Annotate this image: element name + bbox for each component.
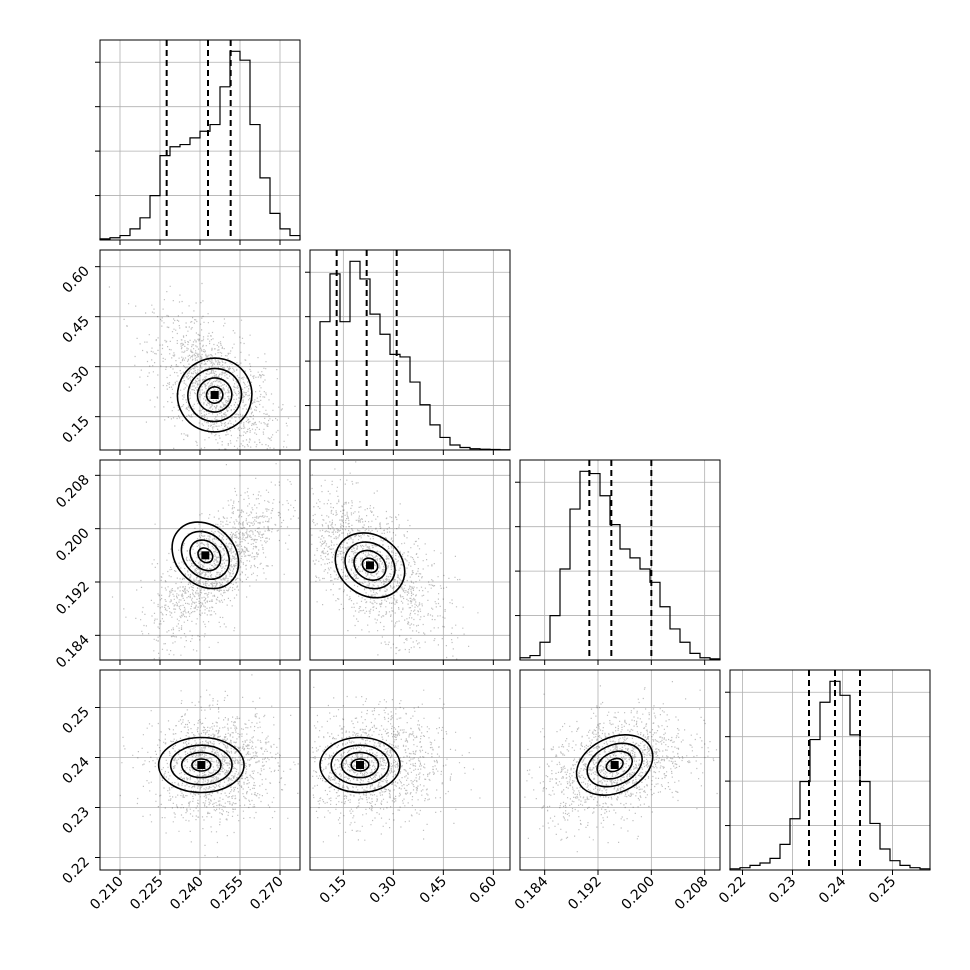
contour-3-1-0 xyxy=(319,736,401,794)
contour-1-0-3 xyxy=(205,386,224,404)
scatter-panel-3-0 xyxy=(99,669,301,871)
density-peak-1-0 xyxy=(210,391,219,399)
ytick-label-1-3: 0.60 xyxy=(59,263,92,296)
ytick-label-3-3: 0.25 xyxy=(59,704,92,737)
contour-2-1-1 xyxy=(344,541,396,590)
scatter-frame-3-2 xyxy=(519,669,721,871)
ytick-label-2-3: 0.208 xyxy=(53,472,93,512)
scatter-points-2-0 xyxy=(111,463,300,660)
hist-panel-2 xyxy=(515,459,721,661)
density-peak-3-0 xyxy=(197,761,206,769)
xtick-label-0-4: 0.270 xyxy=(247,874,287,914)
contour-2-1-2 xyxy=(353,549,387,582)
hist-frame-3 xyxy=(729,669,931,871)
histogram-3 xyxy=(729,680,931,870)
xtick-label-1-2: 0.45 xyxy=(417,874,450,907)
contour-3-0-3 xyxy=(191,758,212,772)
contour-3-2-1 xyxy=(586,742,643,788)
xtick-label-3-0: 0.22 xyxy=(716,874,749,907)
ytick-label-2-1: 0.192 xyxy=(53,579,93,619)
contour-1-0-0 xyxy=(176,357,253,433)
density-peak-2-0 xyxy=(201,551,210,560)
ytick-label-1-2: 0.45 xyxy=(59,313,92,346)
contour-3-2-0 xyxy=(575,734,654,796)
xtick-label-3-1: 0.23 xyxy=(766,874,799,907)
ytick-label-3-0: 0.22 xyxy=(59,854,92,887)
contour-2-1-3 xyxy=(361,557,379,574)
xtick-label-1-3: 0.60 xyxy=(467,874,500,907)
contour-3-1-1 xyxy=(330,744,390,786)
xtick-label-0-1: 0.225 xyxy=(127,874,167,914)
scatter-points-3-1 xyxy=(311,686,481,843)
scatter-panel-3-2 xyxy=(519,669,721,871)
contour-3-0-0 xyxy=(157,736,245,794)
hist-panel-1 xyxy=(305,249,511,451)
contour-2-0-1 xyxy=(180,530,231,581)
scatter-panel-1-0 xyxy=(99,249,301,451)
xtick-label-2-1: 0.192 xyxy=(565,874,605,914)
hist-frame-1 xyxy=(309,249,511,451)
hist-frame-2 xyxy=(519,459,721,661)
xtick-label-1-0: 0.15 xyxy=(317,874,350,907)
histogram-1 xyxy=(309,260,511,451)
ytick-label-3-1: 0.23 xyxy=(59,804,92,837)
xtick-label-2-2: 0.200 xyxy=(618,874,658,914)
contour-3-2-3 xyxy=(605,757,624,773)
ytick-label-1-0: 0.15 xyxy=(59,413,92,446)
contour-3-1-3 xyxy=(350,758,370,772)
scatter-panel-3-1 xyxy=(309,669,511,871)
xtick-label-2-3: 0.208 xyxy=(672,874,712,914)
contour-2-1-0 xyxy=(334,532,406,599)
xtick-label-0-3: 0.255 xyxy=(207,874,247,914)
density-peak-3-1 xyxy=(356,761,364,769)
scatter-points-3-2 xyxy=(524,681,718,853)
xtick-label-1-1: 0.30 xyxy=(367,874,400,907)
scatter-frame-3-1 xyxy=(309,669,511,871)
contour-3-1-2 xyxy=(340,751,380,779)
histogram-0 xyxy=(99,50,301,240)
ytick-label-3-2: 0.24 xyxy=(59,754,92,787)
density-peak-2-1 xyxy=(366,561,374,570)
xtick-label-3-3: 0.25 xyxy=(866,874,899,907)
scatter-points-3-0 xyxy=(119,674,299,858)
histogram-2 xyxy=(519,470,721,660)
xtick-label-2-0: 0.184 xyxy=(512,873,552,913)
xtick-label-3-2: 0.24 xyxy=(816,873,849,906)
ytick-label-1-1: 0.30 xyxy=(59,363,92,396)
xtick-label-0-2: 0.240 xyxy=(167,874,207,914)
density-peak-3-2 xyxy=(610,761,619,769)
xtick-label-0-0: 0.210 xyxy=(87,874,127,914)
ytick-label-2-0: 0.184 xyxy=(53,632,93,672)
ytick-label-2-2: 0.200 xyxy=(53,525,93,565)
hist-panel-0 xyxy=(95,39,301,241)
scatter-frame-2-1 xyxy=(309,459,511,661)
scatter-points-2-1 xyxy=(311,461,479,660)
contour-2-0-0 xyxy=(171,521,240,590)
scatter-panel-2-0 xyxy=(99,459,301,661)
contour-1-0-1 xyxy=(187,367,243,423)
scatter-panel-2-1 xyxy=(309,459,511,661)
contour-3-2-2 xyxy=(596,750,633,780)
contour-1-0-2 xyxy=(196,377,233,413)
contour-2-0-3 xyxy=(197,547,214,564)
contour-3-0-1 xyxy=(169,744,233,786)
contour-3-0-2 xyxy=(180,751,222,779)
hist-panel-3 xyxy=(725,669,931,871)
contour-2-0-2 xyxy=(189,539,222,572)
